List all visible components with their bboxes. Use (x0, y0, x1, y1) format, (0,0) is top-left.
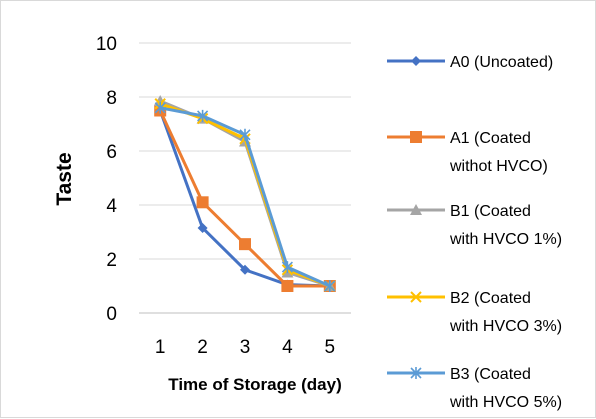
series-layer (154, 95, 336, 292)
x-tick-label: 3 (240, 337, 251, 358)
y-axis-title: Taste (53, 152, 76, 205)
series-line (160, 101, 330, 286)
legend-label-line2: with HVCO 3%) (449, 318, 562, 335)
legend-marker (410, 131, 422, 143)
legend-label: A0 (Uncoated) (450, 54, 553, 71)
legend-label-line2: with HVCO 1%) (449, 231, 562, 248)
data-point (239, 238, 251, 250)
legend-label-line2: withot HVCO) (449, 158, 548, 175)
series-4 (155, 102, 335, 292)
series-2 (154, 95, 336, 291)
x-tick-label: 5 (325, 337, 336, 358)
legend: A0 (Uncoated) A1 (Coated withot HVCO) B1 (C… (387, 54, 562, 411)
y-tick-label: 0 (106, 304, 117, 325)
legend-label: B1 (Coated (450, 203, 531, 220)
y-tick-label: 2 (106, 250, 117, 271)
legend-label: B2 (Coated (450, 290, 531, 307)
x-tick-label: 2 (197, 337, 208, 358)
legend-label: B3 (Coated (450, 366, 531, 383)
series-3 (155, 99, 335, 291)
x-axis-title: Time of Storage (day) (168, 375, 342, 394)
legend-item: A0 (Uncoated) (387, 54, 553, 71)
x-tick-label: 1 (155, 337, 166, 358)
y-tick-label: 4 (106, 196, 117, 217)
y-tick-label: 8 (106, 88, 117, 109)
y-tick-label: 10 (96, 34, 117, 55)
y-tick-label: 6 (106, 142, 117, 163)
legend-item: B2 (Coated with HVCO 3%) (387, 290, 562, 335)
legend-item: B3 (Coated with HVCO 5%) (387, 366, 562, 411)
legend-item: A1 (Coated withot HVCO) (387, 130, 548, 175)
gridlines (139, 43, 351, 259)
data-point (281, 280, 293, 292)
legend-item: B1 (Coated with HVCO 1%) (387, 203, 562, 248)
x-tick-label: 4 (282, 337, 293, 358)
legend-marker (411, 56, 421, 66)
legend-label-line2: with HVCO 5%) (449, 394, 562, 411)
legend-label: A1 (Coated (450, 130, 531, 147)
data-point (197, 196, 209, 208)
